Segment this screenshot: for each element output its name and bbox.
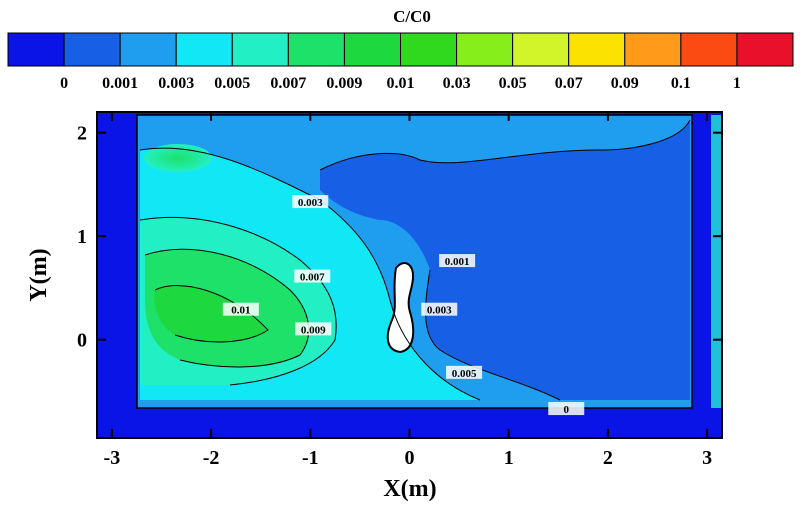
colorbar-level-label: 0.003 (158, 75, 194, 92)
colorbar-level-label: 0.07 (555, 75, 583, 92)
x-tick-label: 3 (702, 447, 712, 469)
colorbar-swatch (231, 32, 289, 67)
colorbar-level-label: 0.007 (270, 75, 306, 92)
colorbar-level-label: 0.03 (443, 75, 471, 92)
contour-label: 0.01 (231, 305, 250, 317)
x-axis-label: X(m) (383, 476, 436, 502)
chart-title: C/C0 (393, 7, 431, 26)
x-tick-label: 1 (504, 447, 514, 469)
x-tick-label: 0 (405, 447, 415, 469)
y-tick-label: 0 (77, 330, 87, 352)
contour-line (144, 248, 310, 368)
contour-label-bg (295, 322, 332, 336)
room-outline (136, 114, 693, 409)
contour-label: 0.007 (300, 272, 325, 284)
colorbar-swatch (568, 32, 626, 67)
y-tick-label: 1 (77, 226, 87, 248)
contour-line (139, 147, 481, 401)
contour-label: 0 (563, 404, 569, 416)
contour-label-bg (439, 254, 476, 268)
contour-label-bg (548, 402, 585, 416)
colorbar-swatch (680, 32, 738, 67)
contour-label-bg (446, 365, 483, 379)
colorbar-swatch (343, 32, 401, 67)
contour-label: 0.005 (452, 368, 477, 380)
contour-label: 0.009 (301, 324, 326, 336)
colorbar-level-label: 0.05 (499, 75, 527, 92)
colorbar-level-label: 0 (60, 75, 68, 92)
colorbar-level-label: 0.09 (611, 75, 639, 92)
colorbar-swatch (63, 32, 121, 67)
obstacle-shape (386, 262, 415, 354)
colorbar-level-label: 0.005 (214, 75, 250, 92)
plot-area (97, 112, 723, 438)
contour-label: 0.001 (445, 256, 470, 268)
contour-labels: 0.003 0.007 0.01 0.009 0.001 0.003 0.005 0 (222, 195, 585, 416)
y-tick-label: 2 (77, 123, 87, 145)
contour-line (139, 216, 337, 386)
colorbar-swatch (512, 32, 570, 67)
colorbar-swatch (456, 32, 514, 67)
colorbar-swatch (400, 32, 458, 67)
colorbar-swatch (7, 32, 65, 67)
x-tick-label: -3 (104, 447, 121, 469)
contour-line (425, 269, 561, 401)
contour-line (319, 119, 691, 171)
contour-label: 0.003 (298, 197, 323, 209)
colorbar-level-label: 0.1 (671, 75, 691, 92)
x-tick-label: 2 (603, 447, 613, 469)
right-strip (711, 115, 723, 408)
contour-label-bg (294, 269, 331, 283)
contour-label: 0.003 (427, 305, 452, 317)
colorbar-swatch (736, 32, 794, 67)
colorbar-swatch (624, 32, 682, 67)
colorbar-level-label: 1 (733, 75, 741, 92)
colorbar-swatch (287, 32, 345, 67)
contour-line (154, 285, 269, 343)
colorbar-level-label: 0.009 (326, 75, 362, 92)
y-axis-label: Y(m) (26, 248, 52, 301)
colorbar-level-label: 0.01 (387, 75, 415, 92)
contour-label-bg (292, 195, 329, 209)
axes: -3 -2 -1 0 1 2 3 2 1 0 (77, 111, 723, 469)
colorbar-swatch (119, 32, 177, 67)
contour-label-bg (421, 302, 458, 316)
contour-label-bg (222, 302, 259, 316)
low-concentration-region (320, 120, 690, 400)
colorbar-swatch (175, 32, 233, 67)
x-tick-label: -2 (203, 447, 220, 469)
colorbar: 0 0.001 0.003 0.005 0.007 0.009 0.01 0.03 0.05 0.… (7, 32, 794, 92)
green-region-0.01 (154, 285, 268, 342)
colorbar-level-label: 0.001 (102, 75, 138, 92)
x-tick-label: -1 (302, 447, 319, 469)
